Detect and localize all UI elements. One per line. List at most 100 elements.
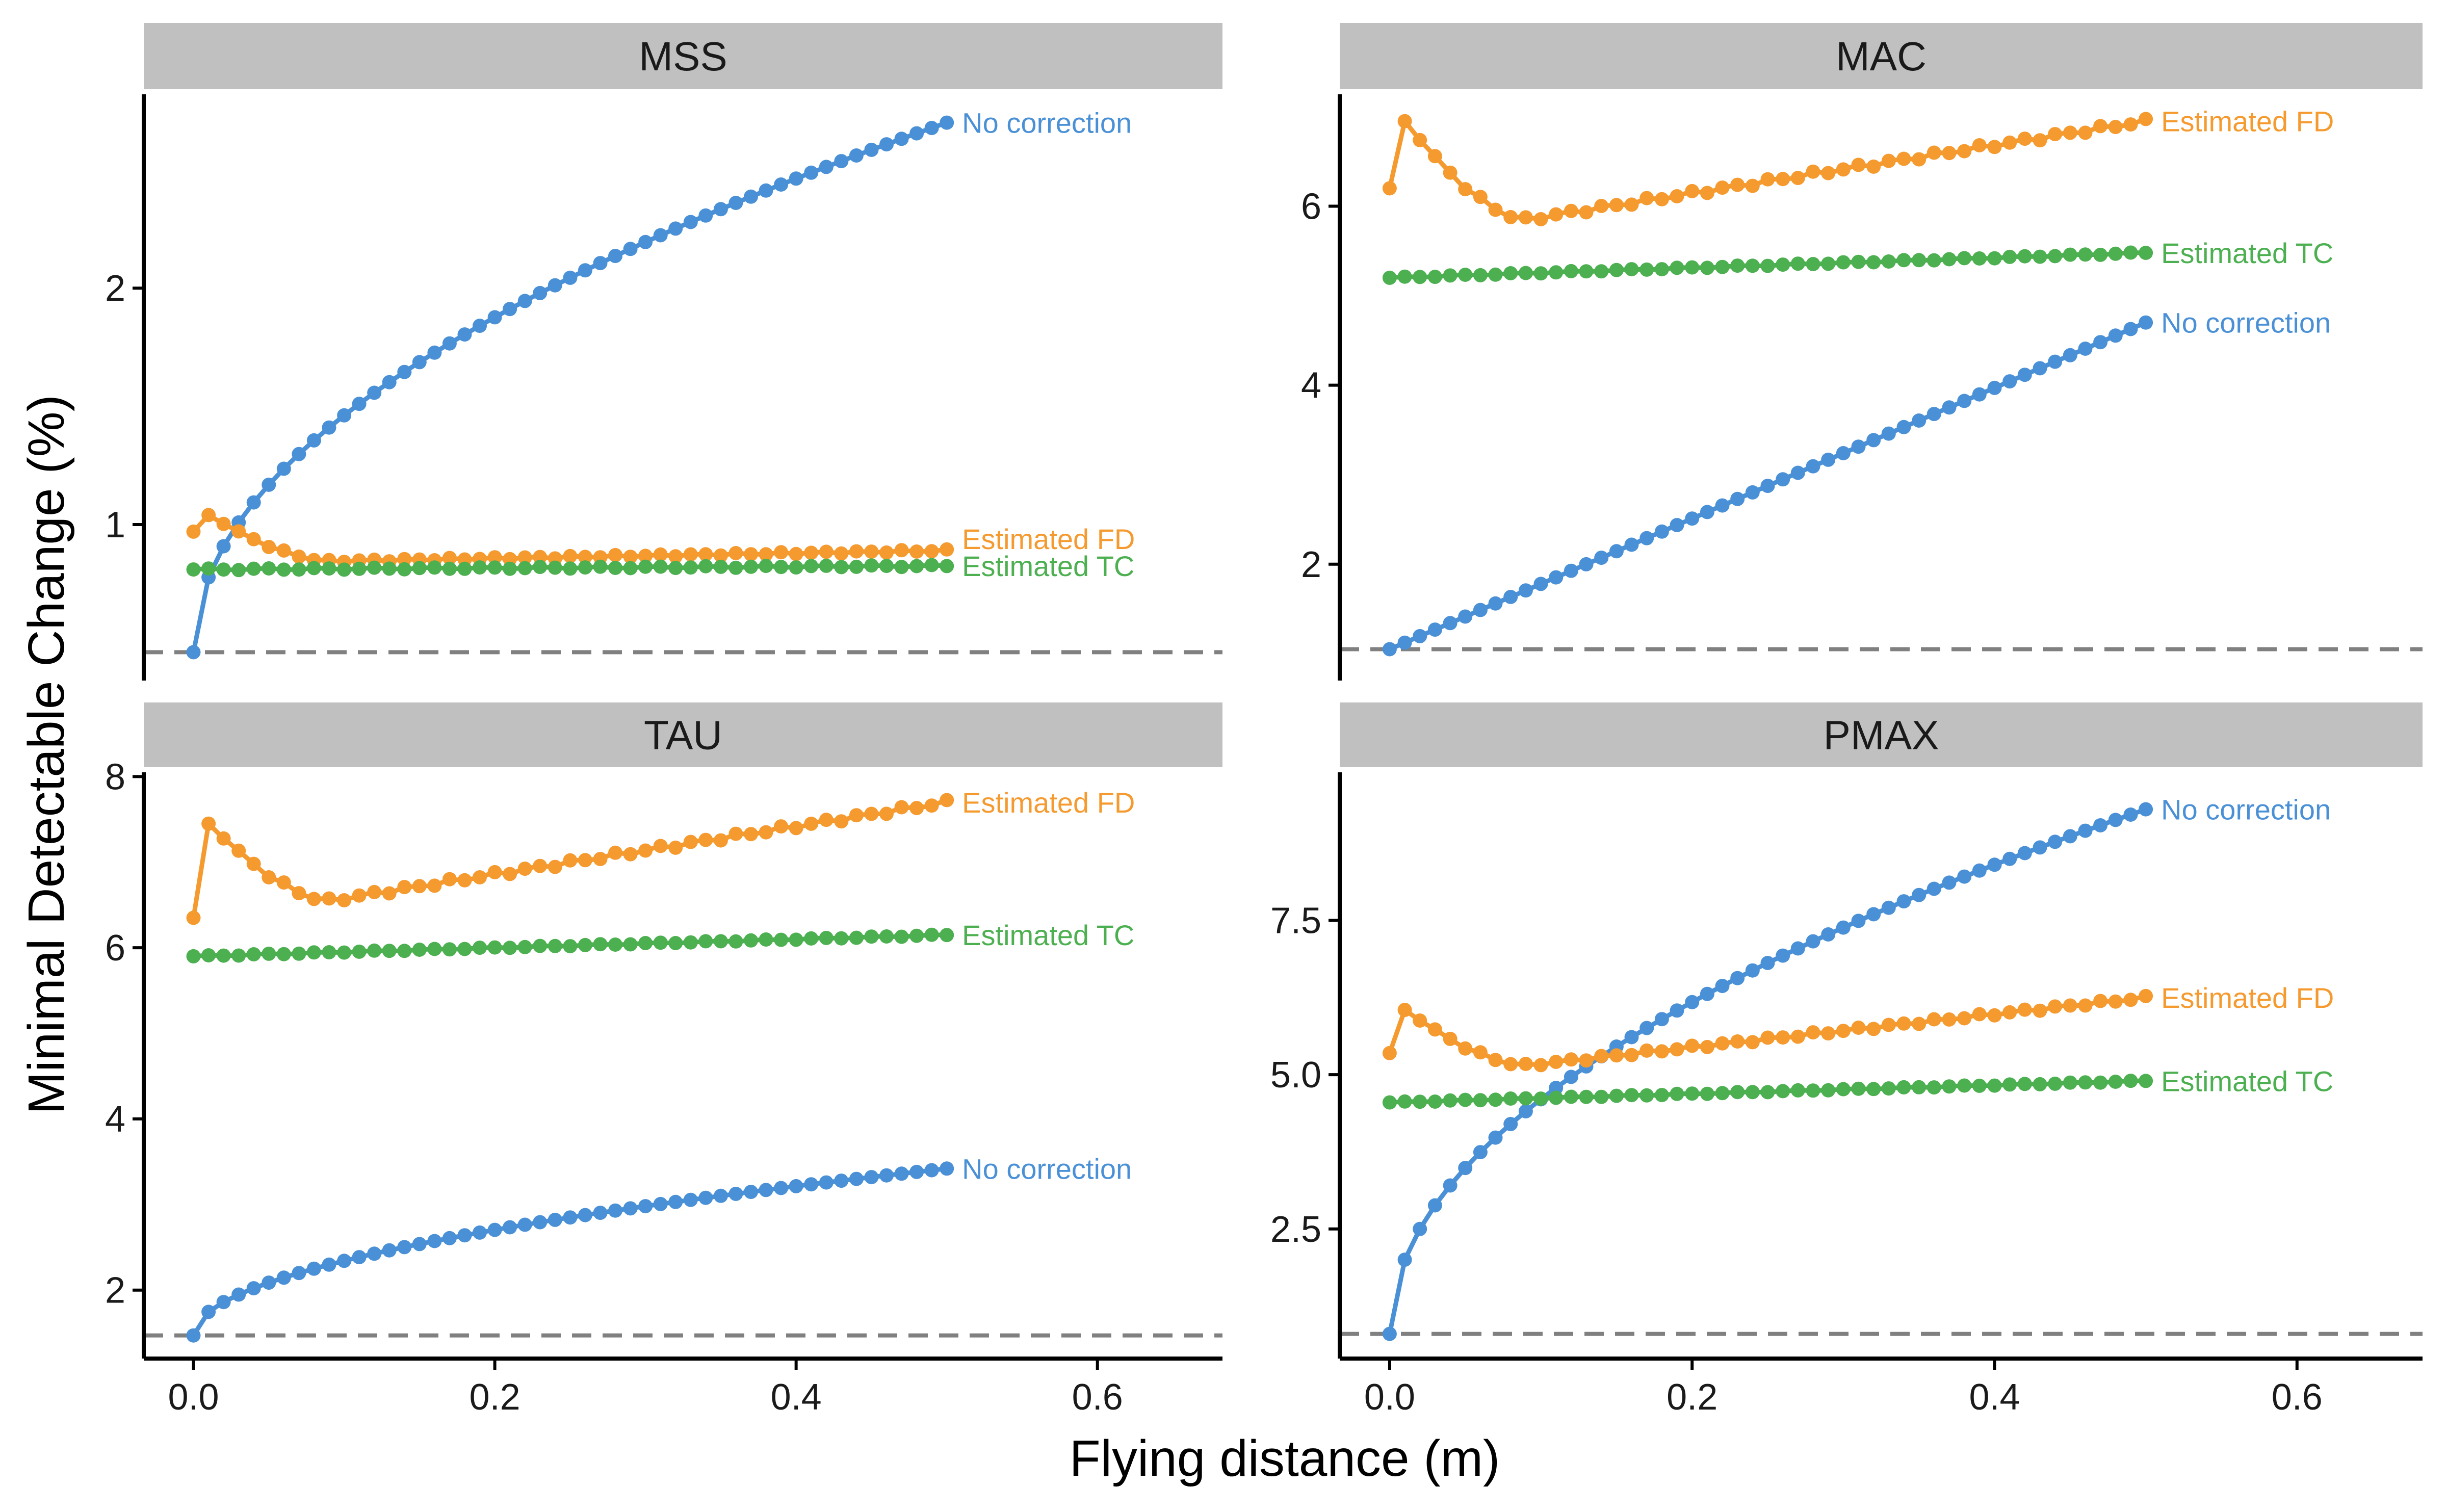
data-point <box>1427 622 1442 637</box>
y-axis-title: Minimal Detectable Change (%) <box>18 395 75 1114</box>
data-point <box>1382 1095 1397 1110</box>
series-end-label: Estimated FD <box>962 787 1135 819</box>
data-point <box>1957 144 1972 159</box>
data-point <box>1866 255 1881 270</box>
data-point <box>1776 257 1790 272</box>
data-point <box>698 559 713 573</box>
data-point <box>1579 1053 1594 1068</box>
data-point <box>1518 1104 1533 1118</box>
data-point <box>1685 1086 1700 1101</box>
data-point <box>427 878 442 893</box>
data-point <box>292 549 306 564</box>
data-point <box>638 936 653 950</box>
data-point <box>1397 269 1412 284</box>
data-point <box>2048 835 2063 849</box>
data-point <box>292 946 306 961</box>
data-point <box>819 930 834 945</box>
data-point <box>1790 256 1805 271</box>
data-point <box>1912 1016 1927 1031</box>
data-point <box>1972 387 1987 402</box>
data-point <box>517 940 532 954</box>
data-point <box>1881 1081 1896 1096</box>
data-point <box>1866 159 1881 174</box>
data-point <box>306 1261 321 1276</box>
data-point <box>517 1217 532 1232</box>
data-point <box>1927 407 1941 422</box>
data-point <box>246 1281 261 1296</box>
data-point <box>1413 270 1427 284</box>
data-point <box>2078 998 2093 1013</box>
data-point <box>593 256 608 271</box>
data-point <box>397 944 412 958</box>
data-point <box>276 875 291 890</box>
data-point <box>1518 210 1533 225</box>
data-point <box>1549 207 1564 222</box>
data-point <box>1821 256 1836 271</box>
data-point <box>1594 264 1609 279</box>
data-point <box>427 345 442 360</box>
data-point <box>1639 1043 1654 1058</box>
data-point <box>638 559 653 574</box>
data-point <box>1987 251 2002 266</box>
data-point <box>894 132 909 146</box>
y-tick-label: 1 <box>105 505 125 545</box>
data-point <box>367 560 382 575</box>
data-point <box>1851 914 1866 928</box>
data-point <box>1639 262 1654 277</box>
x-tick-label: 0.0 <box>1364 1377 1415 1418</box>
data-point <box>216 539 231 554</box>
data-point <box>789 932 803 947</box>
data-point <box>759 547 773 562</box>
data-point <box>789 546 803 561</box>
data-point <box>698 1190 713 1205</box>
data-point <box>834 546 849 561</box>
data-point <box>804 816 819 831</box>
data-point <box>442 551 457 565</box>
data-point <box>1836 255 1851 270</box>
data-point <box>1866 433 1881 448</box>
data-point <box>231 524 246 539</box>
data-point <box>1579 205 1594 220</box>
data-point <box>563 939 578 954</box>
data-point <box>1881 153 1896 168</box>
data-point <box>879 137 894 152</box>
series-end-label: No correction <box>962 107 1132 139</box>
data-point <box>849 930 864 945</box>
data-point <box>834 931 849 946</box>
data-point <box>1836 920 1851 935</box>
data-point <box>894 560 909 575</box>
data-point <box>2017 1077 2032 1091</box>
data-point <box>1715 259 1730 274</box>
data-point <box>473 870 487 884</box>
data-point <box>1700 260 1714 275</box>
data-point <box>774 545 789 560</box>
data-point <box>2048 249 2063 264</box>
data-point <box>1836 1024 1851 1038</box>
data-point <box>909 1164 924 1179</box>
data-point <box>186 562 201 577</box>
data-point <box>728 196 743 210</box>
data-point <box>2123 1074 2138 1088</box>
data-point <box>653 559 668 574</box>
data-point <box>457 561 472 576</box>
data-point <box>1624 1088 1639 1103</box>
data-point <box>2033 840 2047 855</box>
data-point <box>231 563 246 578</box>
data-point <box>2093 1075 2108 1090</box>
data-point <box>593 559 608 574</box>
data-point <box>2063 348 2077 362</box>
data-point <box>548 939 562 953</box>
data-point <box>2002 851 2017 866</box>
data-point <box>744 189 758 204</box>
data-point <box>1549 265 1564 280</box>
data-point <box>517 561 532 576</box>
data-point <box>879 806 894 821</box>
data-point <box>1624 1030 1639 1045</box>
x-tick-label: 0.4 <box>771 1377 822 1418</box>
data-point <box>1413 1221 1427 1236</box>
data-point <box>1912 888 1927 902</box>
data-point <box>683 835 698 849</box>
data-point <box>186 524 201 539</box>
data-point <box>1609 1048 1624 1063</box>
data-point <box>337 945 352 960</box>
